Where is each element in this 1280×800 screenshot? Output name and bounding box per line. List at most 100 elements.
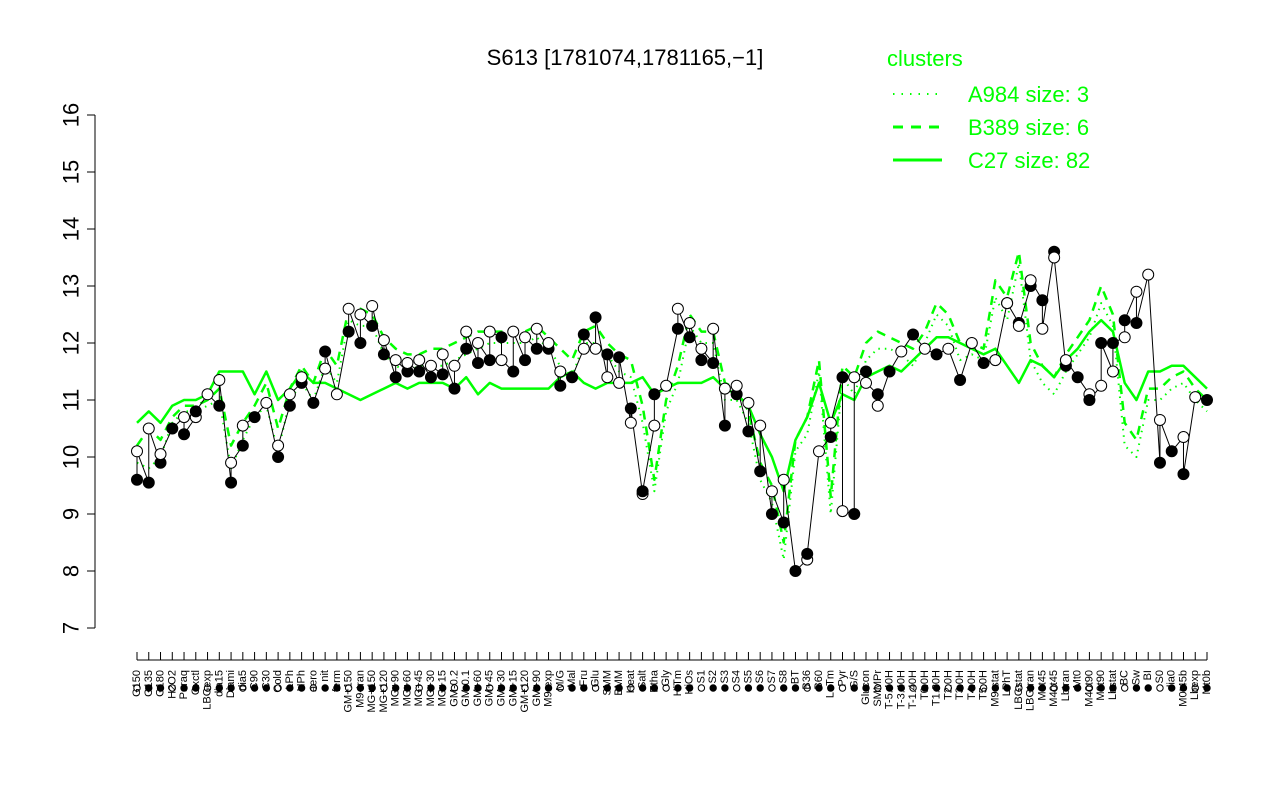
data-point — [1024, 274, 1037, 287]
x-tick-label: G150 — [131, 670, 143, 697]
x-rug-marker — [1026, 684, 1035, 692]
x-rug-marker — [380, 684, 388, 692]
x-tick-label: Pyr — [836, 670, 848, 687]
x-rug-marker — [956, 684, 964, 692]
data-point — [801, 547, 814, 560]
x-tick-label: M40t90 — [1083, 670, 1095, 707]
data-point — [471, 337, 484, 349]
x-rug-marker — [568, 684, 576, 692]
data-point — [413, 354, 426, 367]
y-tick-label: 12 — [59, 331, 84, 355]
data-point — [718, 382, 731, 395]
data-point — [530, 322, 543, 335]
x-tick-label: S3 — [719, 670, 731, 683]
x-rug-marker — [156, 684, 165, 692]
x-tick-label: Mal — [566, 670, 578, 688]
data-point — [1142, 268, 1155, 281]
x-tick-label: G135 — [143, 670, 155, 697]
x-rug-marker — [850, 684, 858, 692]
x-tick-label: SMMPr — [872, 670, 884, 707]
data-point — [954, 374, 967, 387]
data-point — [871, 388, 884, 401]
x-rug-marker — [815, 684, 823, 692]
x-rug-marker — [333, 684, 341, 692]
data-point — [319, 362, 332, 375]
x-rug-marker — [580, 684, 588, 692]
x-tick-label: S0 — [1154, 670, 1166, 683]
x-rug-marker — [768, 684, 776, 692]
x-rug-marker — [497, 684, 506, 692]
data-point — [131, 473, 143, 486]
x-tick-label: SMM — [601, 670, 613, 696]
data-point — [330, 388, 343, 401]
y-tick-label: 9 — [59, 508, 84, 520]
data-point — [589, 311, 602, 324]
x-rug-marker — [838, 684, 847, 692]
x-tick-label: S5 — [742, 670, 754, 683]
x-tick-label: GM-0.1 — [460, 670, 472, 707]
data-point — [554, 365, 567, 378]
data-point — [918, 342, 931, 355]
x-tick-label: T1.30H — [931, 670, 943, 706]
x-tick-label: M9-exp — [543, 670, 555, 707]
x-tick-label: aero — [307, 670, 319, 692]
data-point — [460, 342, 473, 355]
x-tick-label: S4 — [731, 670, 743, 683]
data-point — [319, 345, 332, 358]
x-tick-label: T5.0H — [978, 670, 990, 700]
x-rug-marker — [1179, 684, 1188, 692]
x-rug-marker — [439, 684, 447, 692]
x-rug-marker — [697, 684, 706, 692]
x-rug-marker — [650, 684, 659, 692]
x-tick-label: BMM — [613, 670, 625, 696]
x-tick-label: Fru — [578, 670, 590, 687]
x-rug-marker — [133, 684, 141, 692]
x-tick-label: M40t45 — [1048, 670, 1060, 707]
data-point — [377, 348, 390, 361]
x-tick-label: LBGstat — [1013, 670, 1025, 710]
data-point — [812, 445, 825, 458]
x-tick-label: T-5.40H — [884, 670, 896, 709]
data-point — [448, 359, 461, 372]
x-rug-marker — [591, 684, 600, 692]
legend-label: C27 size: 82 — [968, 148, 1090, 173]
x-rug-marker — [709, 684, 717, 692]
x-rug-marker — [391, 684, 400, 692]
x-rug-marker — [203, 684, 212, 692]
y-tick-label: 16 — [59, 103, 84, 127]
x-tick-label: Diami — [225, 670, 237, 698]
x-rug-marker — [909, 684, 917, 692]
data-point — [401, 356, 414, 369]
data-point — [1130, 285, 1143, 298]
series-line-c27 — [136, 318, 1208, 493]
data-point — [471, 356, 484, 369]
x-rug-marker — [685, 684, 694, 692]
x-tick-label: MG+150 — [366, 670, 378, 713]
x-rug-marker — [674, 684, 682, 692]
data-point — [1106, 337, 1119, 349]
data-point — [577, 342, 590, 355]
data-point — [1036, 322, 1049, 335]
data-point — [707, 356, 720, 369]
data-point — [448, 382, 461, 395]
x-rug-marker — [239, 684, 247, 692]
x-rug-marker — [227, 684, 235, 692]
x-tick-label: S8 — [778, 670, 790, 683]
x-rug-marker — [450, 684, 459, 692]
x-tick-label: MG+30 — [425, 670, 437, 706]
data-point — [283, 399, 296, 412]
data-point — [1036, 294, 1049, 307]
data-point — [542, 337, 555, 349]
x-rug-marker — [744, 684, 753, 692]
data-point — [166, 422, 179, 435]
x-tick-label: GM+150 — [343, 670, 355, 713]
x-rug-marker — [192, 684, 200, 692]
data-point — [648, 388, 661, 401]
data-point — [507, 325, 520, 338]
x-rug-marker — [968, 684, 976, 692]
data-point — [366, 319, 379, 332]
x-tick-label: T-3.40H — [895, 670, 907, 709]
x-rug-marker — [721, 684, 729, 692]
x-tick-label: Cold — [272, 670, 284, 693]
y-tick-label: 13 — [59, 274, 84, 298]
